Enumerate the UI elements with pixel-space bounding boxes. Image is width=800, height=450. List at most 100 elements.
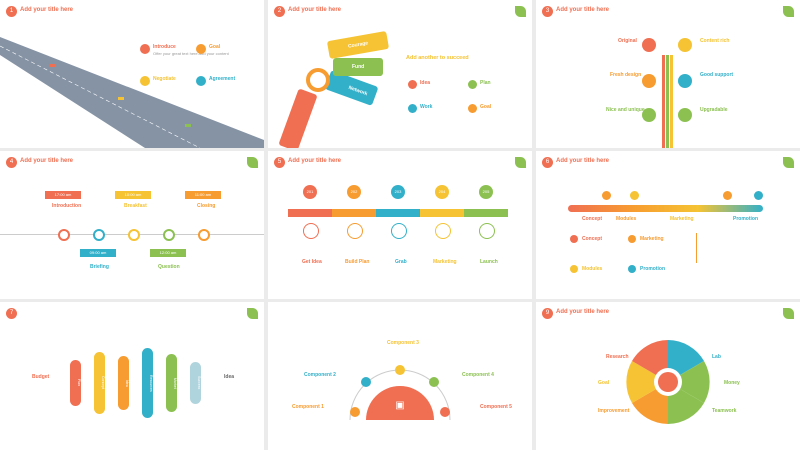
item-heading: Agreement xyxy=(209,76,236,82)
item-heading: Introduce xyxy=(153,44,176,50)
megaphone-icon xyxy=(347,223,363,239)
item-heading: Work xyxy=(420,104,433,110)
year-badge: 202 xyxy=(347,185,361,199)
cart-icon xyxy=(642,108,656,122)
step-label: Build Plan xyxy=(345,259,370,265)
slide-2-thumbnail[interactable]: 2 Add your title here Start Network Fund… xyxy=(268,0,532,148)
slide-title: Add your title here xyxy=(20,158,74,164)
item-heading: Plan xyxy=(480,80,491,86)
keys-illustration xyxy=(279,31,389,148)
pill-bar: Concept xyxy=(94,352,105,414)
timeline-label: Closing xyxy=(197,203,216,209)
segment-label: Money xyxy=(724,380,740,386)
pill-bar: Market xyxy=(166,354,177,412)
item-heading: Concept xyxy=(582,236,602,242)
car xyxy=(50,64,56,67)
leaf-icon xyxy=(783,6,794,17)
year-badge: 201 xyxy=(303,185,317,199)
component-label: Component 4 xyxy=(462,372,494,378)
pen-icon xyxy=(391,223,407,239)
item-heading: Promotion xyxy=(640,266,665,272)
bulb-icon xyxy=(303,223,319,239)
step-label: Marketing xyxy=(433,259,457,265)
grad-cap-icon xyxy=(642,38,656,52)
segment-label: Improvement xyxy=(598,408,630,414)
idea-icon xyxy=(408,80,417,89)
stage-label: Promotion xyxy=(733,216,758,222)
divider xyxy=(696,233,697,263)
section-heading: Add another to succeed xyxy=(406,55,469,61)
timeline-node xyxy=(198,229,210,241)
promotion-icon xyxy=(628,265,636,273)
brush-icon xyxy=(642,74,656,88)
truck-icon xyxy=(479,223,495,239)
slide-title: Add your title here xyxy=(20,7,74,13)
arc-diagram xyxy=(349,365,451,421)
chat-icon xyxy=(678,38,692,52)
stem-line xyxy=(666,55,669,148)
progress-track xyxy=(568,205,763,212)
key-tag: Fund xyxy=(352,64,365,70)
leaf-icon xyxy=(247,157,258,168)
slide-8-thumbnail[interactable]: ▣ Component 1 Component 2 Component 3 Co… xyxy=(268,302,532,450)
slide-6-thumbnail[interactable]: 6 Add your title here Concept Modules Ma… xyxy=(536,151,800,299)
item-heading: Idea xyxy=(420,80,431,86)
car xyxy=(185,124,191,127)
stem-line xyxy=(670,55,673,148)
slide-number: 6 xyxy=(542,157,553,168)
step-label: Launch xyxy=(480,259,498,265)
year-badge: 203 xyxy=(391,185,405,199)
time-badge: 11:00 am xyxy=(185,191,221,199)
negotiate-icon xyxy=(140,76,150,86)
pill-bar: Resources xyxy=(142,348,153,418)
year-badge: 204 xyxy=(435,185,449,199)
work-icon xyxy=(408,104,417,113)
slide-9-thumbnail[interactable]: 9 Add your title here Research Goal Impr… xyxy=(536,302,800,450)
feature-heading: Upgradable xyxy=(700,107,728,113)
slide-title: Add your title here xyxy=(556,158,610,164)
time-badge: 12:00 am xyxy=(150,249,186,257)
slide-title: Add your title here xyxy=(288,7,342,13)
modules-icon xyxy=(570,265,578,273)
component-label: Component 2 xyxy=(304,372,336,378)
road-illustration xyxy=(0,37,264,148)
slide-title: Add your title here xyxy=(288,158,342,164)
plan-icon xyxy=(468,80,477,89)
time-badge: 17:00 am xyxy=(45,191,81,199)
timeline-node xyxy=(163,229,175,241)
arrow-segment xyxy=(332,209,376,217)
component-label: Component 5 xyxy=(480,404,512,410)
introduce-icon xyxy=(140,44,150,54)
timeline-label: Introduction xyxy=(52,203,82,209)
slide-5-thumbnail[interactable]: 5 Add your title here 201 202 203 204 20… xyxy=(268,151,532,299)
stage-label: Concept xyxy=(582,216,602,222)
leaf-icon xyxy=(247,308,258,319)
timeline-node xyxy=(128,229,140,241)
feature-heading: Nice and unique xyxy=(606,107,645,113)
stage-label: Modules xyxy=(616,216,637,222)
glass-icon xyxy=(754,191,763,200)
pill-bar: Idea xyxy=(118,356,129,410)
segment-label: Research xyxy=(606,354,629,360)
feature-heading: Content rich xyxy=(700,38,730,44)
slide-7-thumbnail[interactable]: 7 Budget Idea Plan Concept Idea Resource… xyxy=(0,302,264,450)
slide-4-thumbnail[interactable]: 4 Add your title here 17:00 am Introduct… xyxy=(0,151,264,299)
time-badge: 10:00 am xyxy=(115,191,151,199)
timeline-label: Breakfast xyxy=(124,203,147,209)
item-heading: Marketing xyxy=(640,236,664,242)
slide-3-thumbnail[interactable]: 3 Add your title here Original Fresh des… xyxy=(536,0,800,148)
stem-line xyxy=(662,55,665,148)
slide-number: 5 xyxy=(274,157,285,168)
cart-icon: ▣ xyxy=(395,400,405,411)
pin-icon xyxy=(602,191,611,200)
year-badge: 205 xyxy=(479,185,493,199)
slide-1-thumbnail[interactable]: 1 Add your title here Introduce Offer yo… xyxy=(0,0,264,148)
tools-icon xyxy=(678,74,692,88)
slide-number: 2 xyxy=(274,6,285,17)
arrow-segment xyxy=(420,209,464,217)
truck-icon xyxy=(678,108,692,122)
slide-number: 7 xyxy=(6,308,17,319)
car xyxy=(118,97,124,100)
timeline-label: Question xyxy=(158,264,180,270)
feature-heading: Original xyxy=(618,38,637,44)
